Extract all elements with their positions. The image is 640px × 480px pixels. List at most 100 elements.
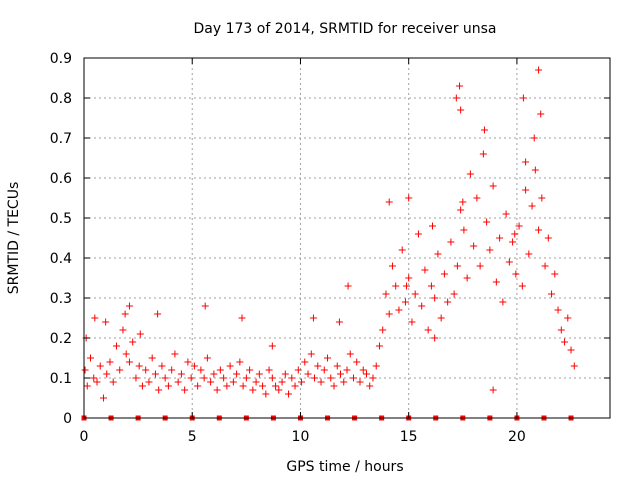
data-point xyxy=(335,318,343,326)
data-point xyxy=(194,382,202,390)
chart-title: Day 173 of 2014, SRMTID for receiver uns… xyxy=(193,21,496,37)
data-point xyxy=(330,382,338,390)
data-point xyxy=(116,366,124,374)
data-point xyxy=(509,238,517,246)
data-point xyxy=(138,382,146,390)
data-point xyxy=(450,290,458,298)
data-point xyxy=(96,362,104,370)
data-point xyxy=(151,370,159,378)
data-point xyxy=(187,374,195,382)
data-point xyxy=(408,318,416,326)
x-tick-label: 0 xyxy=(80,429,89,445)
data-point xyxy=(142,366,150,374)
data-point xyxy=(327,374,335,382)
x-axis-label: GPS time / hours xyxy=(286,459,403,475)
data-point xyxy=(537,110,545,118)
data-point xyxy=(314,362,322,370)
x-tick-label: 20 xyxy=(508,429,526,445)
data-point xyxy=(81,366,89,374)
grid-lines xyxy=(84,58,610,418)
data-point xyxy=(344,282,352,290)
data-point xyxy=(431,294,439,302)
data-point xyxy=(121,310,129,318)
data-point xyxy=(102,318,110,326)
data-point xyxy=(544,234,552,242)
data-point xyxy=(388,262,396,270)
y-tick-label: 0.8 xyxy=(50,91,72,107)
data-point xyxy=(90,374,98,382)
data-point xyxy=(203,354,211,362)
data-points xyxy=(81,66,578,402)
data-point xyxy=(385,198,393,206)
data-point xyxy=(249,386,257,394)
data-point xyxy=(125,358,133,366)
data-point xyxy=(466,170,474,178)
data-point xyxy=(268,374,276,382)
data-point xyxy=(136,330,144,338)
axis-ticks xyxy=(83,57,610,419)
y-tick-label: 0.1 xyxy=(50,371,72,387)
data-point xyxy=(346,350,354,358)
data-point xyxy=(112,342,120,350)
data-point xyxy=(564,314,572,322)
data-point xyxy=(554,306,562,314)
data-point xyxy=(197,366,205,374)
data-point xyxy=(470,242,478,250)
data-point xyxy=(405,194,413,202)
data-point xyxy=(298,378,306,386)
data-point xyxy=(265,366,273,374)
data-point xyxy=(311,374,319,382)
data-point xyxy=(301,358,309,366)
data-point xyxy=(125,302,133,310)
data-point xyxy=(538,194,546,202)
data-point xyxy=(171,350,179,358)
data-point xyxy=(356,378,364,386)
y-tick-label: 0.7 xyxy=(50,131,72,147)
data-point xyxy=(489,386,497,394)
data-point xyxy=(320,366,328,374)
data-point xyxy=(505,258,513,266)
x-tick-label: 15 xyxy=(400,429,418,445)
data-point xyxy=(309,314,317,322)
data-point xyxy=(499,298,507,306)
data-point xyxy=(135,362,143,370)
data-point xyxy=(324,354,332,362)
data-point xyxy=(262,390,270,398)
data-point xyxy=(525,250,533,258)
data-point xyxy=(272,382,280,390)
data-point xyxy=(530,134,538,142)
data-point xyxy=(403,282,411,290)
y-tick-labels: 0 0.1 0.2 0.3 0.4 0.5 0.6 0.7 0.8 0.9 xyxy=(50,51,72,427)
x-tick-label: 10 xyxy=(292,429,310,445)
data-point xyxy=(528,202,536,210)
data-point xyxy=(259,382,267,390)
y-tick-label: 0.2 xyxy=(50,331,72,347)
data-point xyxy=(429,222,437,230)
data-point xyxy=(236,358,244,366)
data-point xyxy=(379,326,387,334)
data-point xyxy=(317,378,325,386)
data-point xyxy=(444,298,452,306)
data-point xyxy=(233,370,241,378)
data-point xyxy=(479,150,487,158)
data-point xyxy=(210,370,218,378)
data-point xyxy=(570,362,578,370)
data-point xyxy=(492,278,500,286)
data-point xyxy=(561,338,569,346)
data-point xyxy=(502,210,510,218)
data-point xyxy=(145,378,153,386)
data-point xyxy=(496,234,504,242)
data-point xyxy=(452,94,460,102)
data-point xyxy=(557,326,565,334)
y-tick-label: 0.4 xyxy=(50,251,72,267)
data-point xyxy=(411,290,419,298)
data-point xyxy=(304,370,312,378)
data-point xyxy=(213,386,221,394)
data-point xyxy=(255,370,263,378)
data-point xyxy=(161,374,169,382)
y-tick-label: 0 xyxy=(63,411,72,427)
data-point xyxy=(512,270,520,278)
data-point xyxy=(457,106,465,114)
data-point xyxy=(223,382,231,390)
data-point xyxy=(164,382,172,390)
